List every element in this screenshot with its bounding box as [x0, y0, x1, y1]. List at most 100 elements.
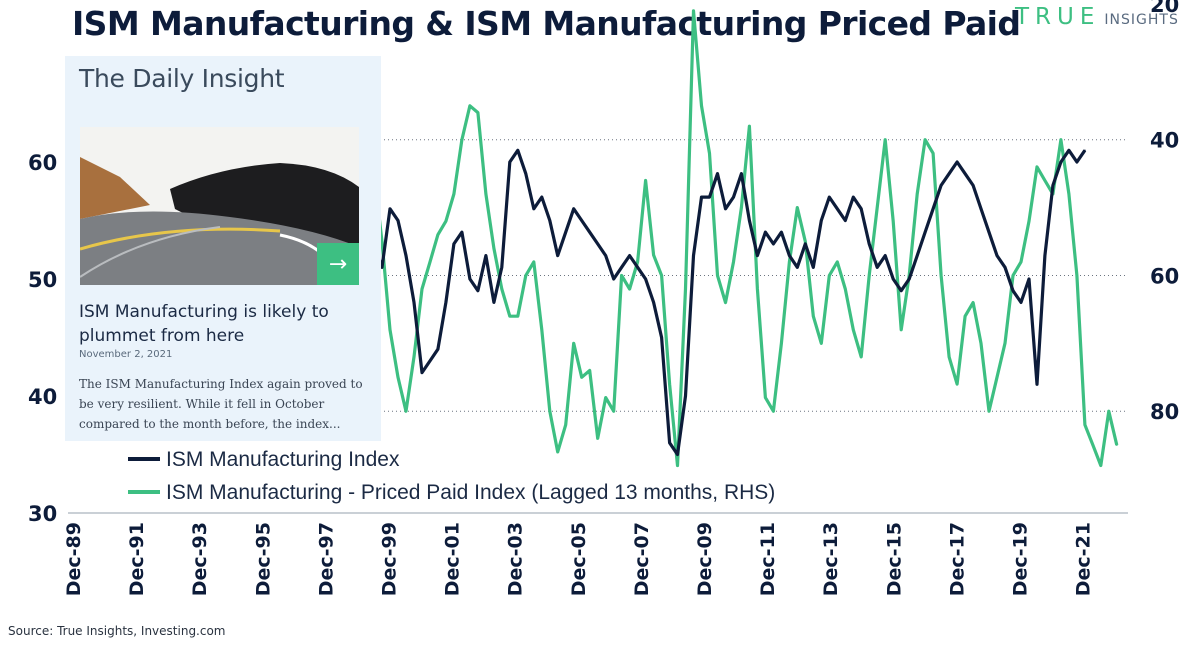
data-point-ism — [580, 219, 583, 222]
data-point-prices-paid — [956, 383, 958, 385]
data-point-ism — [517, 149, 519, 152]
read-more-button[interactable]: → — [317, 243, 359, 285]
data-point-prices-paid — [892, 220, 894, 222]
data-point-prices-paid — [588, 369, 591, 372]
data-point-ism — [812, 266, 815, 269]
daily-insight-card[interactable]: The Daily Insight → ISM Manufacturing is… — [65, 56, 381, 441]
data-point-prices-paid — [533, 261, 535, 263]
y-right-tick-label: 60 — [1150, 264, 1179, 288]
data-point-ism — [692, 254, 695, 257]
data-point-ism — [668, 442, 671, 444]
data-point-ism — [1012, 289, 1014, 292]
data-point-ism — [628, 254, 631, 257]
data-point-prices-paid — [461, 138, 463, 141]
data-point-prices-paid — [844, 288, 847, 290]
data-point-ism — [844, 219, 847, 222]
x-tick-label: Dec-99 — [379, 522, 401, 596]
data-point-ism — [908, 278, 910, 280]
x-tick-label: Dec-05 — [568, 522, 590, 596]
data-point-ism — [796, 266, 799, 269]
data-point-ism — [892, 278, 894, 280]
data-point-prices-paid — [556, 451, 559, 453]
data-point-prices-paid — [564, 424, 567, 426]
brand-word: TRUE — [1015, 4, 1101, 30]
x-tick-label: Dec-03 — [505, 522, 527, 596]
data-point-ism — [413, 301, 415, 304]
card-headline[interactable]: ISM Manufacturing is likely to plummet f… — [79, 302, 329, 346]
card-date: November 2, 2021 — [79, 349, 173, 360]
data-point-prices-paid — [517, 315, 519, 318]
data-point-ism — [477, 289, 479, 292]
data-point-ism — [764, 231, 767, 233]
data-point-prices-paid — [1116, 444, 1118, 446]
data-point-prices-paid — [644, 179, 647, 182]
data-point-ism — [572, 208, 575, 210]
data-point-ism — [612, 278, 615, 280]
data-point-prices-paid — [812, 315, 815, 318]
data-point-prices-paid — [477, 111, 479, 114]
x-axis-ticks: Dec-89 Dec-91 Dec-93 Dec-95 Dec-97 Dec-99 Dec-… — [63, 522, 1095, 596]
data-point-prices-paid — [1036, 166, 1038, 168]
data-point-prices-paid — [509, 315, 511, 318]
data-point-ism — [676, 453, 679, 456]
chart-title: ISM Manufacturing & ISM Manufacturing Pr… — [72, 4, 1021, 43]
data-point-prices-paid — [1100, 464, 1102, 467]
data-point-ism — [1044, 254, 1046, 257]
data-point-prices-paid — [708, 152, 711, 155]
series-line-prices-paid — [356, 9, 1119, 468]
data-point-prices-paid — [740, 206, 743, 209]
data-point-ism — [493, 301, 495, 304]
x-tick-label: Dec-01 — [442, 522, 464, 596]
data-point-prices-paid — [828, 274, 831, 277]
data-point-prices-paid — [381, 240, 383, 243]
data-point-prices-paid — [437, 233, 439, 236]
y-right-tick-label: 80 — [1150, 400, 1179, 424]
data-point-ism — [732, 196, 735, 198]
data-point-prices-paid — [485, 193, 487, 195]
data-point-prices-paid — [1076, 274, 1078, 277]
legend: ISM Manufacturing Index ISM Manufacturin… — [128, 448, 775, 504]
data-point-prices-paid — [900, 329, 902, 331]
data-point-ism — [724, 208, 727, 210]
x-tick-label: Dec-91 — [126, 522, 148, 596]
data-point-ism — [501, 266, 503, 269]
data-point-prices-paid — [572, 342, 575, 345]
brand-logo: TRUE INSIGHTS — [1015, 4, 1179, 30]
data-point-prices-paid — [860, 356, 862, 358]
data-point-ism — [708, 196, 711, 198]
data-point-ism — [564, 231, 567, 233]
data-point-ism — [485, 254, 487, 257]
data-point-ism — [932, 208, 934, 210]
y-left-tick-label: 50 — [28, 268, 57, 292]
x-tick-label: Dec-93 — [189, 522, 211, 596]
data-point-prices-paid — [1068, 193, 1070, 195]
data-point-prices-paid — [668, 383, 671, 385]
data-point-prices-paid — [684, 288, 687, 290]
data-point-ism — [860, 208, 862, 210]
series-lines — [356, 9, 1119, 468]
data-point-prices-paid — [445, 220, 447, 222]
data-point-prices-paid — [852, 329, 855, 331]
data-point-ism — [940, 184, 942, 187]
data-point-prices-paid — [596, 437, 599, 440]
data-point-prices-paid — [916, 193, 918, 195]
data-point-prices-paid — [413, 356, 415, 358]
data-point-ism — [788, 254, 791, 257]
data-point-prices-paid — [453, 193, 455, 195]
data-point-ism — [988, 231, 990, 233]
data-point-prices-paid — [549, 410, 551, 413]
data-point-prices-paid — [1084, 424, 1086, 426]
data-point-prices-paid — [764, 396, 767, 399]
card-header: The Daily Insight — [79, 64, 285, 93]
data-point-prices-paid — [525, 274, 527, 277]
data-point-prices-paid — [676, 464, 679, 467]
data-point-prices-paid — [804, 240, 807, 243]
data-point-prices-paid — [636, 261, 639, 263]
data-point-prices-paid — [884, 138, 886, 141]
data-point-prices-paid — [660, 274, 663, 277]
data-point-ism — [1084, 149, 1086, 152]
data-point-ism — [437, 348, 439, 351]
data-point-prices-paid — [820, 342, 823, 345]
left-axis-ticks: 30 40 50 60 — [28, 151, 57, 526]
